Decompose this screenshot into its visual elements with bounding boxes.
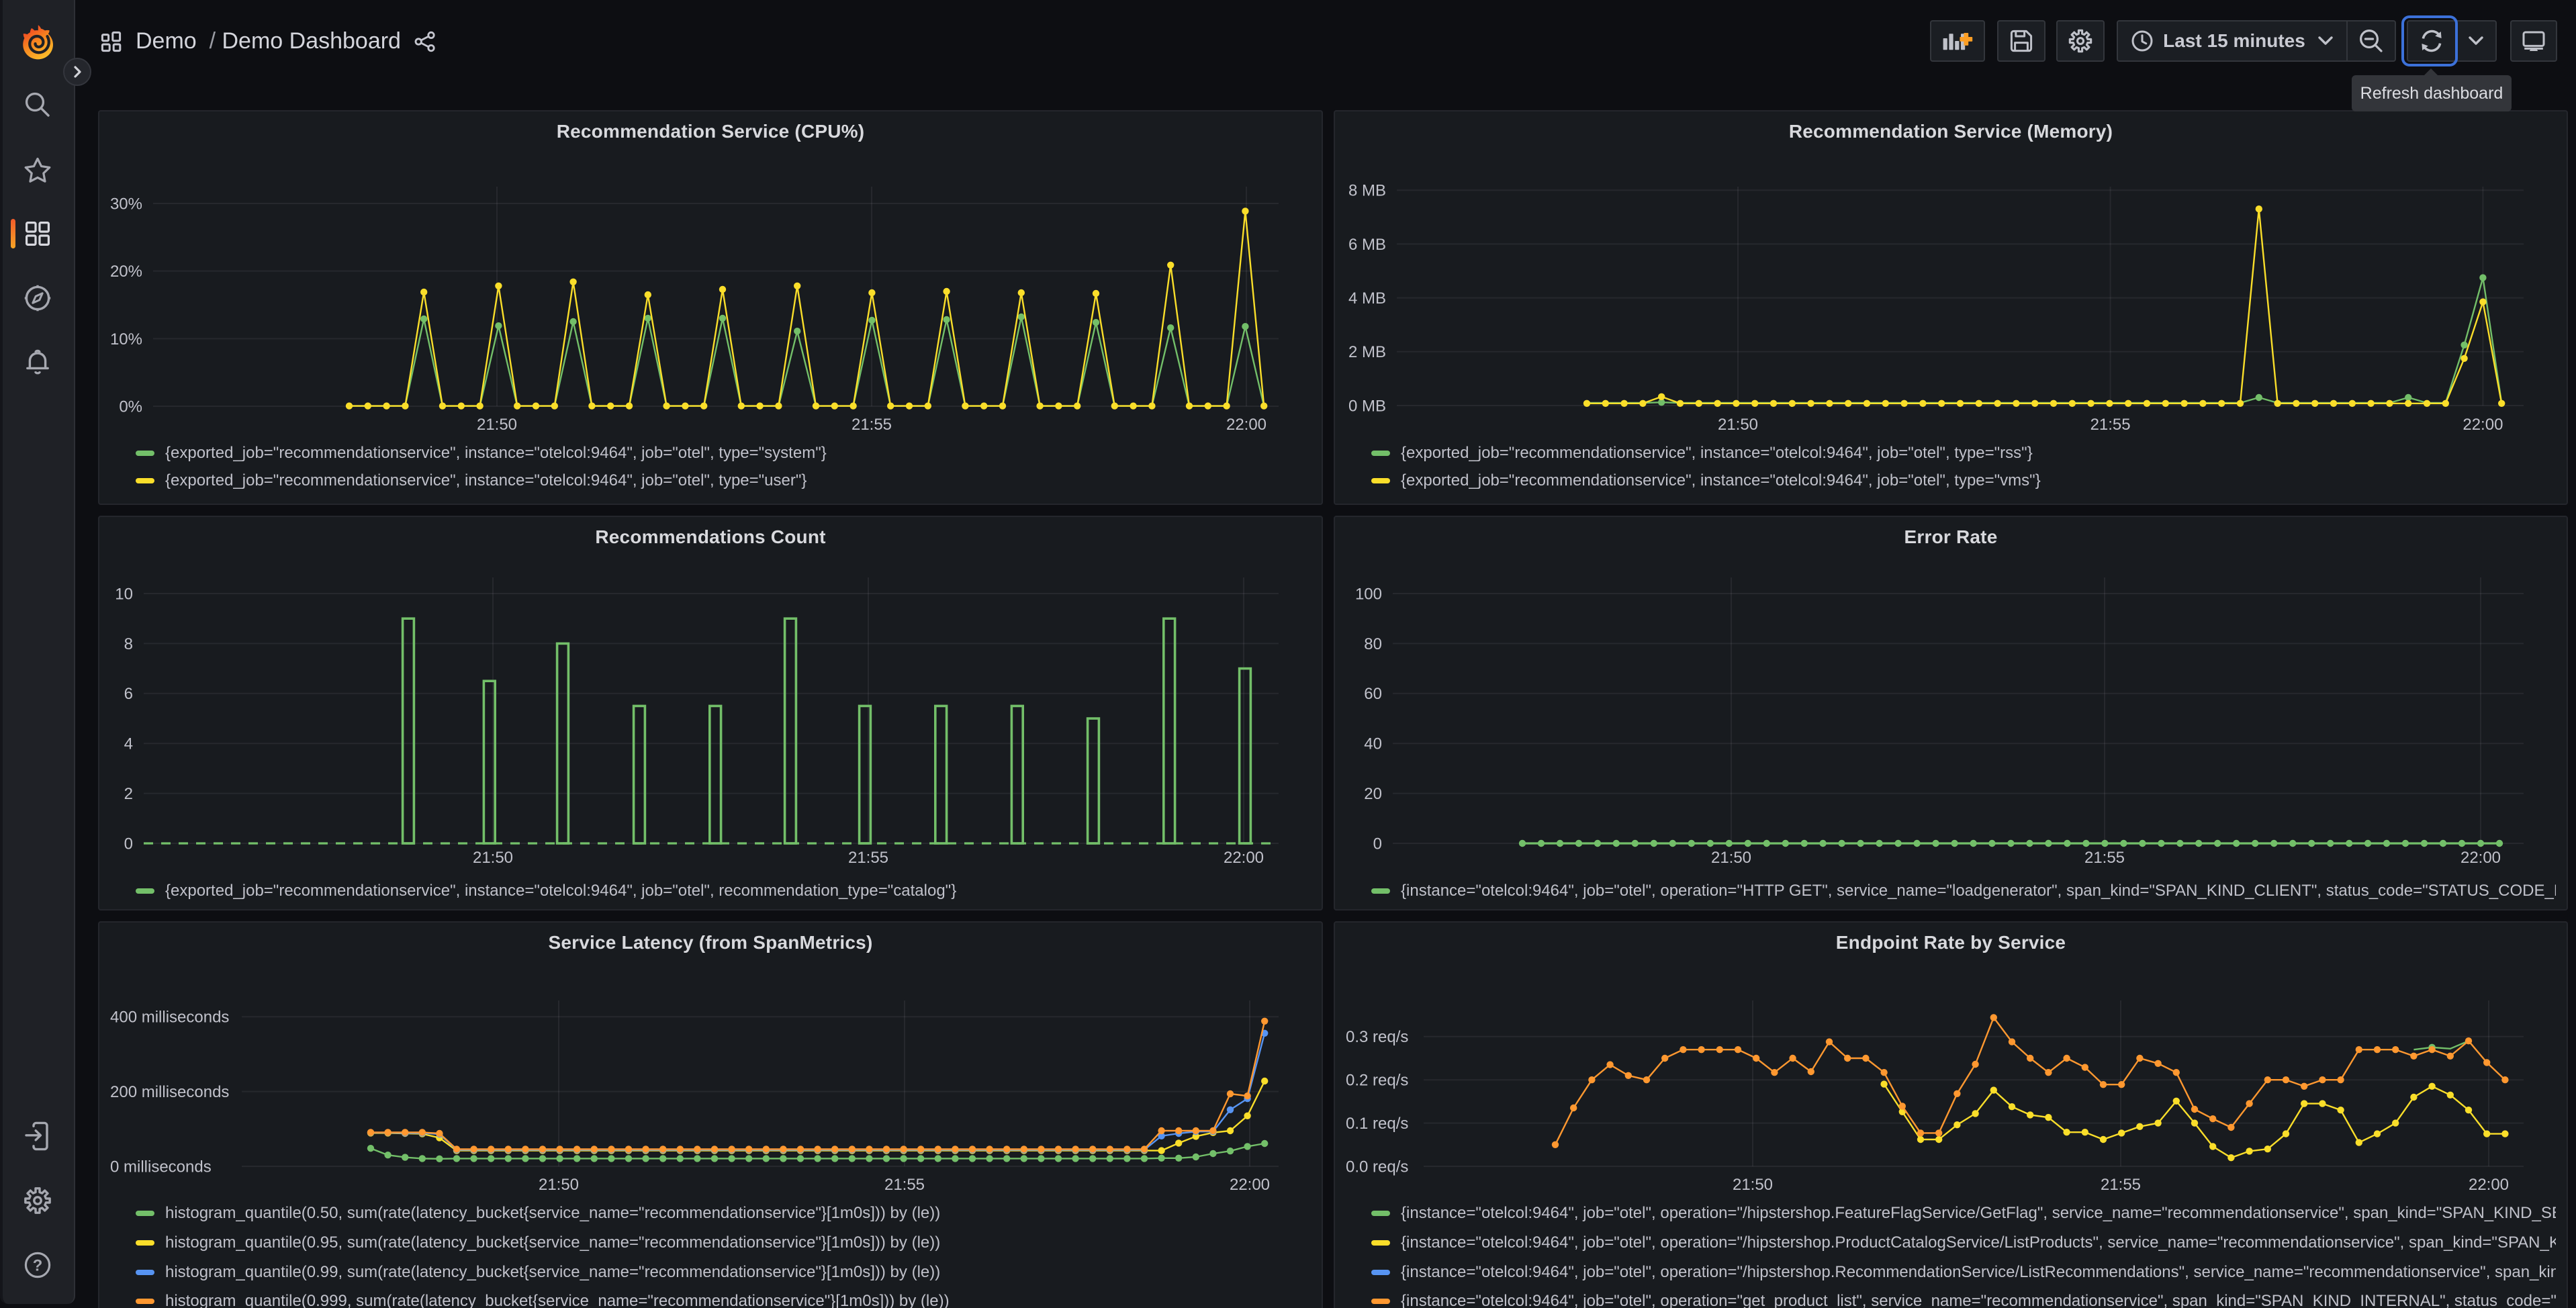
svg-text:8: 8 [124,635,133,653]
svg-text:6: 6 [124,685,133,703]
svg-text:22:00: 22:00 [1224,849,1264,867]
svg-text:0 milliseconds: 0 milliseconds [110,1158,212,1176]
svg-text:20: 20 [1364,785,1382,803]
svg-text:21:55: 21:55 [884,1176,925,1194]
svg-text:21:50: 21:50 [473,849,513,867]
svg-text:2: 2 [124,785,133,803]
svg-text:0.0 req/s: 0.0 req/s [1346,1158,1408,1176]
svg-text:?: ? [33,1256,43,1274]
svg-text:0.1 req/s: 0.1 req/s [1346,1115,1408,1133]
svg-text:4 MB: 4 MB [1348,289,1386,308]
svg-text:22:00: 22:00 [2463,416,2503,434]
svg-text:22:00: 22:00 [2469,1176,2509,1194]
svg-text:21:50: 21:50 [1711,849,1751,867]
svg-text:200 milliseconds: 200 milliseconds [110,1083,229,1101]
svg-text:0.2 req/s: 0.2 req/s [1346,1072,1408,1090]
svg-text:0.3 req/s: 0.3 req/s [1346,1028,1408,1046]
svg-text:30%: 30% [110,195,142,213]
svg-text:100: 100 [1355,585,1382,603]
svg-text:21:50: 21:50 [1733,1176,1773,1194]
svg-text:22:00: 22:00 [1226,416,1267,434]
svg-text:400 milliseconds: 400 milliseconds [110,1009,229,1027]
svg-text:40: 40 [1364,735,1382,753]
svg-text:21:55: 21:55 [2090,416,2131,434]
svg-text:8 MB: 8 MB [1348,182,1386,200]
svg-text:21:55: 21:55 [848,849,888,867]
svg-text:0: 0 [124,835,133,853]
svg-text:4: 4 [124,735,133,753]
svg-text:80: 80 [1364,635,1382,653]
svg-text:20%: 20% [110,263,142,281]
svg-text:21:50: 21:50 [539,1176,579,1194]
svg-text:0: 0 [1373,835,1382,853]
svg-text:21:50: 21:50 [1718,416,1758,434]
svg-text:21:55: 21:55 [2101,1176,2141,1194]
svg-text:10%: 10% [110,330,142,348]
svg-text:21:50: 21:50 [477,416,517,434]
svg-text:21:55: 21:55 [852,416,892,434]
svg-text:2 MB: 2 MB [1348,343,1386,361]
svg-text:0%: 0% [119,398,142,416]
svg-text:60: 60 [1364,685,1382,703]
svg-text:0 MB: 0 MB [1348,397,1386,415]
svg-text:10: 10 [115,585,133,603]
svg-text:21:55: 21:55 [2084,849,2125,867]
svg-text:6 MB: 6 MB [1348,236,1386,254]
svg-text:22:00: 22:00 [2460,849,2501,867]
svg-text:22:00: 22:00 [1230,1176,1270,1194]
